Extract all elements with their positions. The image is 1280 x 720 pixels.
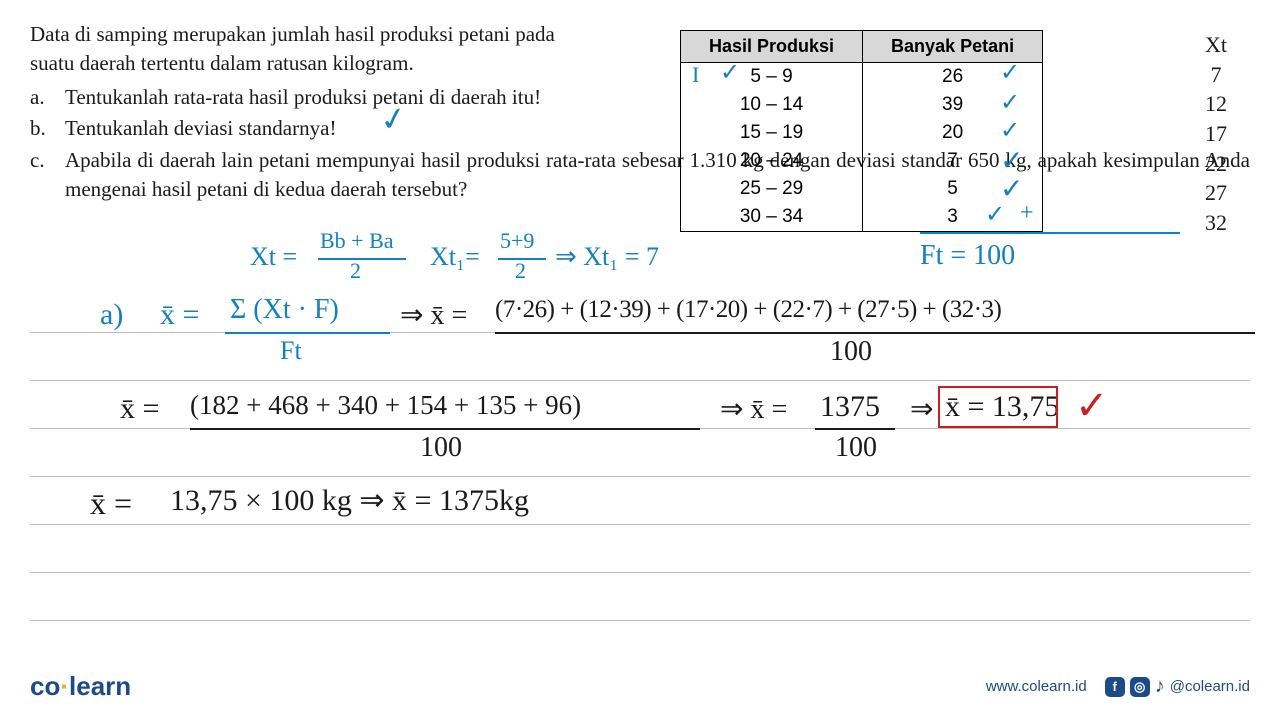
ruled-line xyxy=(30,380,1250,381)
footer: co·learn www.colearn.id f ◎ ♪ @colearn.i… xyxy=(30,671,1250,702)
result-highlight-box xyxy=(938,386,1058,428)
final-calc: 13,75 × 100 kg ⇒ x̄ = 1375kg xyxy=(170,483,529,518)
logo-dot: · xyxy=(60,671,69,701)
fraction-line xyxy=(495,332,1255,334)
logo-learn: learn xyxy=(69,671,131,701)
xt-column: Xt 7 12 17 22 27 32 xyxy=(1205,30,1227,238)
fraction-line xyxy=(318,258,406,260)
denom-2b: 2 xyxy=(515,258,526,284)
colearn-logo: co·learn xyxy=(30,671,131,702)
arrow-1: ⇒ x̄ = xyxy=(400,298,467,332)
five-nine: 5+9 xyxy=(500,228,534,254)
hundred-2: 100 xyxy=(420,432,462,464)
check-icon: ✓ xyxy=(720,58,740,87)
fraction-line xyxy=(815,428,895,430)
xt-val: 27 xyxy=(1205,178,1227,208)
sigma-expr: Σ (Xt · F) xyxy=(230,294,339,326)
ruled-line xyxy=(30,476,1250,477)
sum-line xyxy=(920,232,1180,234)
roman-i-mark: I xyxy=(692,62,699,88)
xt-formula: Xt = xyxy=(250,242,297,272)
table-cell: 30 – 34 xyxy=(681,203,863,232)
xbar-3: x̄ = xyxy=(90,485,132,522)
xt-val: 22 xyxy=(1205,149,1227,179)
hundred-1: 100 xyxy=(830,336,872,368)
xti-eq: Xt₁= xyxy=(430,242,480,272)
question-a: Tentukanlah rata-rata hasil produksi pet… xyxy=(65,83,1250,112)
calc-1: (7·26) + (12·39) + (17·20) + (22·7) + (2… xyxy=(495,296,1001,324)
tiktok-icon: ♪ xyxy=(1155,675,1165,698)
plus-mark: + xyxy=(1020,200,1034,227)
table-cell: 10 – 14 xyxy=(681,91,863,119)
xt-val: 17 xyxy=(1205,119,1227,149)
th-produksi: Hasil Produksi xyxy=(681,31,863,63)
fraction-line xyxy=(190,428,700,430)
social-icons: f ◎ ♪ @colearn.id xyxy=(1105,675,1250,698)
ruled-line xyxy=(30,524,1250,525)
val-1375: 1375 xyxy=(820,390,880,424)
problem-intro-1: Data di samping merupakan jumlah hasil p… xyxy=(30,20,670,49)
ruled-line xyxy=(30,620,1250,621)
check-icon: ✓ xyxy=(1000,116,1020,145)
footer-url: www.colearn.id xyxy=(986,678,1087,695)
ruled-line xyxy=(30,572,1250,573)
facebook-icon: f xyxy=(1105,677,1125,697)
problem-intro-2: suatu daerah tertentu dalam ratusan kilo… xyxy=(30,49,670,78)
ft-total: Ft = 100 xyxy=(920,240,1015,272)
arrow-2: ⇒ x̄ = xyxy=(720,392,787,426)
marker-c: c. xyxy=(30,146,65,205)
fraction-line xyxy=(225,332,390,334)
question-c: Apabila di daerah lain petani mempunyai … xyxy=(65,146,1250,205)
label-a: a) xyxy=(100,298,123,332)
xt-header: Xt xyxy=(1205,30,1227,60)
social-handle: @colearn.id xyxy=(1170,678,1250,695)
xt-val: 32 xyxy=(1205,208,1227,238)
xt-val: 7 xyxy=(1205,60,1227,90)
instagram-icon: ◎ xyxy=(1130,677,1150,697)
big-check-icon: ✓ xyxy=(1075,382,1109,429)
xbar-1: x̄ = xyxy=(160,298,199,332)
table-cell: 15 – 19 xyxy=(681,119,863,147)
marker-a: a. xyxy=(30,83,65,112)
marker-b: b. xyxy=(30,114,65,143)
calc-2: (182 + 468 + 340 + 154 + 135 + 96) xyxy=(190,390,581,421)
arrow-xt1: ⇒ Xt₁ = 7 xyxy=(555,242,659,272)
table-cell: 20 – 24 xyxy=(681,147,863,175)
table-cell: 5 – 9 xyxy=(681,63,863,92)
table-cell: 3 xyxy=(863,203,1043,232)
ft-denom: Ft xyxy=(280,336,302,366)
xbar-2: x̄ = xyxy=(120,392,159,426)
denom-2: 2 xyxy=(350,258,361,284)
hundred-3: 100 xyxy=(835,432,877,464)
question-b: Tentukanlah deviasi standarnya! xyxy=(65,114,1250,143)
table-cell: 25 – 29 xyxy=(681,175,863,203)
check-icon: ✓ xyxy=(1000,58,1020,87)
bb-ba: Bb + Ba xyxy=(320,228,394,254)
logo-co: co xyxy=(30,671,60,701)
check-icon: ✓ xyxy=(1000,88,1020,117)
xt-val: 12 xyxy=(1205,89,1227,119)
check-icon: ✓ xyxy=(985,200,1005,229)
arrow-3: ⇒ xyxy=(910,392,933,426)
